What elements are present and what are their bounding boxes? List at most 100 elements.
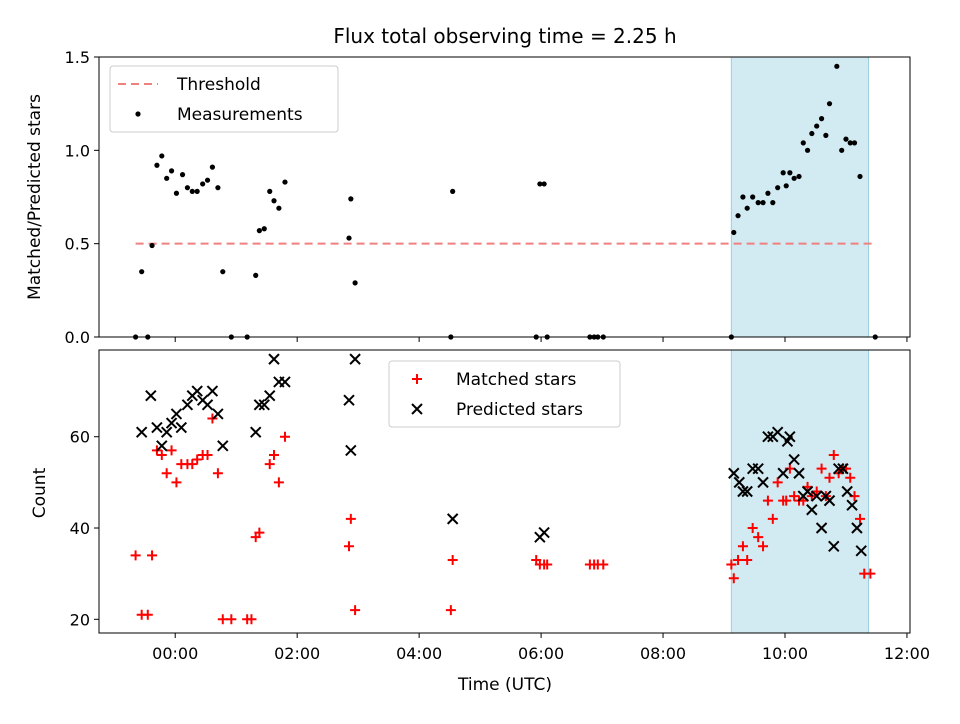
predicted-star-point	[837, 462, 849, 475]
matched-star-point	[171, 477, 182, 488]
matched-star-point	[854, 513, 865, 524]
legend-box	[109, 65, 339, 133]
matched-star-point	[192, 454, 203, 465]
measurement-point	[173, 190, 180, 196]
measurement-point	[541, 181, 547, 187]
measurement-point	[267, 188, 273, 194]
matched-star-point	[130, 550, 141, 561]
measurement-point	[189, 188, 195, 194]
matched-star-point	[445, 605, 456, 616]
predicted-star-point	[846, 499, 858, 511]
measurement-point	[760, 200, 766, 206]
measurement-point	[791, 175, 797, 181]
measurement-point	[179, 172, 186, 178]
measurement-point	[200, 181, 206, 187]
measurement-point	[851, 140, 858, 146]
matched-star-point	[753, 532, 764, 543]
predicted-star-point	[741, 485, 753, 498]
legend-measurement-swatch	[135, 111, 141, 117]
matched-star-point	[269, 449, 280, 460]
matched-star-point	[156, 449, 167, 460]
matched-star-point	[733, 554, 744, 565]
measurement-point	[256, 228, 262, 234]
x-tick-label: 12:00	[884, 644, 930, 663]
matched-star-point	[737, 541, 748, 552]
measurement-point	[787, 170, 793, 176]
predicted-star-point	[135, 426, 148, 438]
predicted-star-point	[212, 408, 224, 420]
bottom-panel: 20 40 60 00:00 02:00 04:00 06:00 08:00 10:00 12:0…	[70, 349, 930, 663]
measurement-point	[783, 183, 789, 189]
predicted-star-point	[201, 399, 214, 411]
measurement-point	[450, 188, 456, 194]
predicted-star-point	[832, 462, 845, 475]
measurement-point	[149, 242, 155, 249]
measurement-point	[139, 269, 145, 275]
measurement-point	[818, 116, 825, 122]
predicted-star-point	[175, 421, 188, 434]
predicted-star-point	[855, 545, 867, 557]
measurement-point	[735, 213, 741, 219]
matched-star-point	[742, 554, 753, 565]
predicted-star-point	[165, 417, 178, 429]
matched-star-point	[273, 477, 284, 488]
predicted-star-point	[851, 522, 863, 534]
matched-star-point	[816, 463, 827, 474]
matched-star-point	[542, 559, 553, 570]
legend-entry-label: Threshold	[176, 75, 261, 95]
measurement-point	[271, 198, 277, 204]
measurement-point	[220, 269, 226, 275]
predicted-star-point	[771, 426, 784, 438]
predicted-star-point	[345, 444, 357, 457]
predicted-star-point	[250, 426, 262, 438]
measurement-point	[346, 235, 352, 241]
measurement-point	[537, 181, 543, 187]
matched-star-point	[264, 459, 275, 470]
measurement-point	[282, 179, 288, 185]
predicted-star-point	[343, 394, 355, 406]
predicted-star-point	[145, 389, 157, 402]
predicted-star-point	[728, 467, 740, 479]
predicted-star-point	[279, 376, 291, 388]
x-tick-label: 08:00	[640, 644, 686, 663]
matched-star-point	[865, 568, 876, 579]
bottom-y-axis-label: Count	[30, 467, 50, 518]
measurement-point	[348, 196, 354, 202]
predicted-star-point	[733, 476, 745, 489]
matched-star-point	[166, 445, 177, 456]
measurement-point	[847, 140, 853, 146]
predicted-star-point	[757, 476, 769, 489]
matched-star-point	[781, 495, 792, 506]
measurement-point	[755, 200, 761, 206]
measurement-point	[857, 173, 863, 180]
predicted-star-point	[253, 399, 266, 411]
predicted-star-point	[264, 389, 276, 402]
measurement-point	[839, 147, 845, 153]
predicted-star-point	[151, 421, 163, 434]
predicted-star-point	[217, 440, 229, 452]
measurement-point	[168, 168, 175, 174]
predicted-star-point	[788, 453, 800, 466]
measurement-point	[814, 123, 820, 129]
predicted-star-point	[784, 431, 796, 443]
predicted-star-point	[752, 462, 764, 475]
measurement-point	[750, 194, 756, 200]
measurement-point	[823, 132, 829, 138]
predicted-star-point	[810, 490, 823, 502]
matched-star-point	[187, 459, 198, 470]
matched-star-point	[828, 449, 839, 460]
matched-star-point	[207, 413, 218, 424]
predicted-star-point	[762, 431, 774, 443]
measurement-point	[775, 185, 781, 191]
predicted-star-point	[268, 353, 280, 365]
y-tick-label: 40	[70, 519, 90, 538]
matched-star-point	[246, 614, 257, 625]
matched-star-point	[789, 491, 800, 502]
top-y-axis-label: Matched/Predicted stars	[25, 94, 45, 300]
y-tick-label: 20	[70, 610, 90, 629]
measurement-point	[740, 194, 746, 200]
measurement-point	[253, 272, 259, 278]
matched-star-point	[772, 477, 783, 488]
matched-star-point	[350, 605, 361, 616]
matched-star-point	[212, 468, 223, 479]
